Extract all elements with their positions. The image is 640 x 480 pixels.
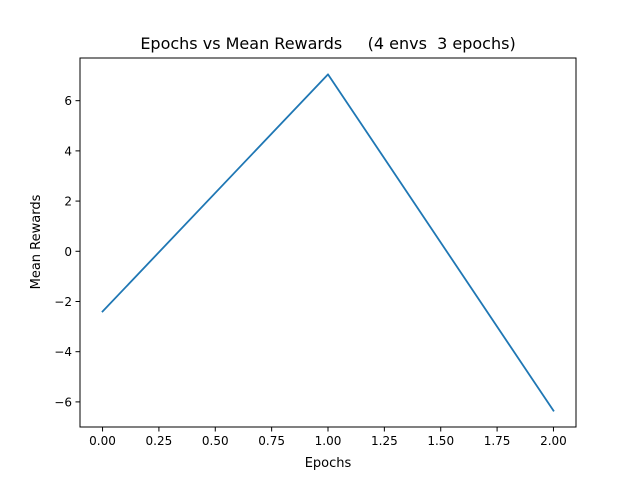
x-tick-label: 1.00 [315,434,342,448]
x-axis-ticks: 0.00 0.25 0.50 0.75 1.00 1.25 1.50 1.75 2.00 [89,427,567,448]
x-tick-label: 1.50 [427,434,454,448]
y-tick-label: −2 [54,295,72,309]
x-tick-label: 0.00 [89,434,116,448]
x-tick-label: 0.25 [146,434,173,448]
series-layer [101,73,555,412]
y-tick-label: 0 [64,245,72,259]
y-tick-label: −4 [54,345,72,359]
y-tick-label: 2 [64,195,72,209]
plot-area [80,58,576,427]
x-tick-label: 2.00 [540,434,567,448]
x-tick-label: 1.75 [484,434,511,448]
series-line-0 [101,73,555,412]
x-tick-label: 1.25 [371,434,398,448]
x-tick-label: 0.50 [202,434,229,448]
chart-title: Epochs vs Mean Rewards (4 envs 3 epochs) [140,34,515,53]
x-tick-label: 0.75 [258,434,285,448]
y-tick-label: −6 [54,395,72,409]
y-tick-label: 6 [64,94,72,108]
y-axis-ticks: −6 −4 −2 0 2 4 6 [54,94,80,409]
y-tick-label: 4 [64,144,72,158]
y-axis-label: Mean Rewards [29,194,44,289]
x-axis-label: Epochs [305,456,352,471]
